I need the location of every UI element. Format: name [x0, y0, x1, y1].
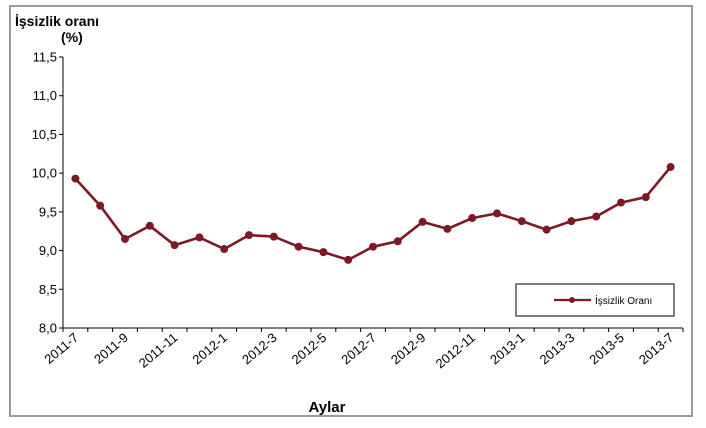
legend-marker — [569, 297, 575, 303]
y-tick-label: 8,5 — [39, 282, 57, 297]
data-point-2011-8 — [96, 201, 105, 210]
x-axis-title: Aylar — [309, 399, 346, 416]
data-point-2012-10 — [443, 224, 452, 233]
x-tick-label: 2011-9 — [91, 330, 131, 367]
data-point-2013-6 — [641, 193, 650, 202]
x-tick-label: 2013-1 — [487, 330, 528, 368]
data-point-2012-3 — [269, 232, 278, 241]
x-tick-label: 2012-11 — [433, 330, 478, 372]
legend: İşsizlik Oranı — [515, 283, 675, 317]
x-tick-label: 2011-11 — [136, 330, 181, 371]
data-point-2013-7 — [666, 162, 675, 171]
line-chart: İşsizlik oranı (%) 8,0 8,5 9,0 9,5 10,0 10,5 1… — [15, 13, 684, 416]
chart-frame: İşsizlik oranı (%) 8,0 8,5 9,0 9,5 10,0 10,5 1… — [9, 5, 693, 417]
legend-label: İşsizlik Oranı — [595, 294, 652, 307]
data-point-2012-2 — [245, 231, 253, 240]
y-tick-label: 10,0 — [32, 166, 57, 181]
y-tick-label: 11,0 — [33, 88, 57, 103]
data-point-2011-7 — [71, 174, 80, 183]
data-point-2012-1 — [220, 245, 229, 254]
data-point-2013-5 — [617, 198, 625, 207]
data-point-2011-10 — [145, 221, 154, 230]
x-tick-label: 2012-7 — [338, 330, 379, 368]
data-point-2012-9 — [418, 217, 427, 226]
x-tick-label: 2012-5 — [289, 330, 330, 368]
y-tick-label: 11,5 — [33, 50, 57, 65]
data-point-2013-3 — [567, 217, 576, 226]
data-point-2012-6 — [344, 255, 353, 264]
data-point-2012-12 — [493, 209, 501, 218]
y-tick-label: 10,5 — [32, 127, 57, 142]
data-point-2012-7 — [369, 242, 377, 251]
data-point-2011-12 — [195, 233, 204, 242]
x-tick-label: 2012-9 — [388, 330, 429, 368]
y-tick-label: 9,0 — [39, 243, 57, 258]
y-axis-title-line1: İşsizlik oranı — [15, 13, 99, 29]
data-point-2013-2 — [542, 225, 551, 234]
x-tick-label: 2012-1 — [189, 330, 230, 368]
data-point-2012-11 — [468, 214, 477, 223]
x-tick-label: 2013-3 — [537, 330, 578, 368]
y-axis-title-line2: (%) — [61, 29, 83, 45]
x-tick-label: 2013-5 — [586, 330, 627, 368]
data-point-2013-4 — [592, 212, 601, 221]
y-tick-label: 9,5 — [39, 204, 57, 219]
y-tick-label: 8,0 — [39, 321, 57, 336]
data-point-2013-1 — [517, 217, 526, 226]
data-point-2012-8 — [393, 237, 402, 246]
data-point-2012-4 — [294, 242, 303, 251]
data-point-2011-11 — [170, 241, 179, 250]
x-tick-label: 2012-3 — [239, 330, 280, 368]
data-point-2011-9 — [121, 234, 129, 243]
x-tick-label: 2013-7 — [636, 330, 677, 368]
data-point-2012-5 — [319, 248, 328, 257]
legend-box — [515, 283, 675, 317]
